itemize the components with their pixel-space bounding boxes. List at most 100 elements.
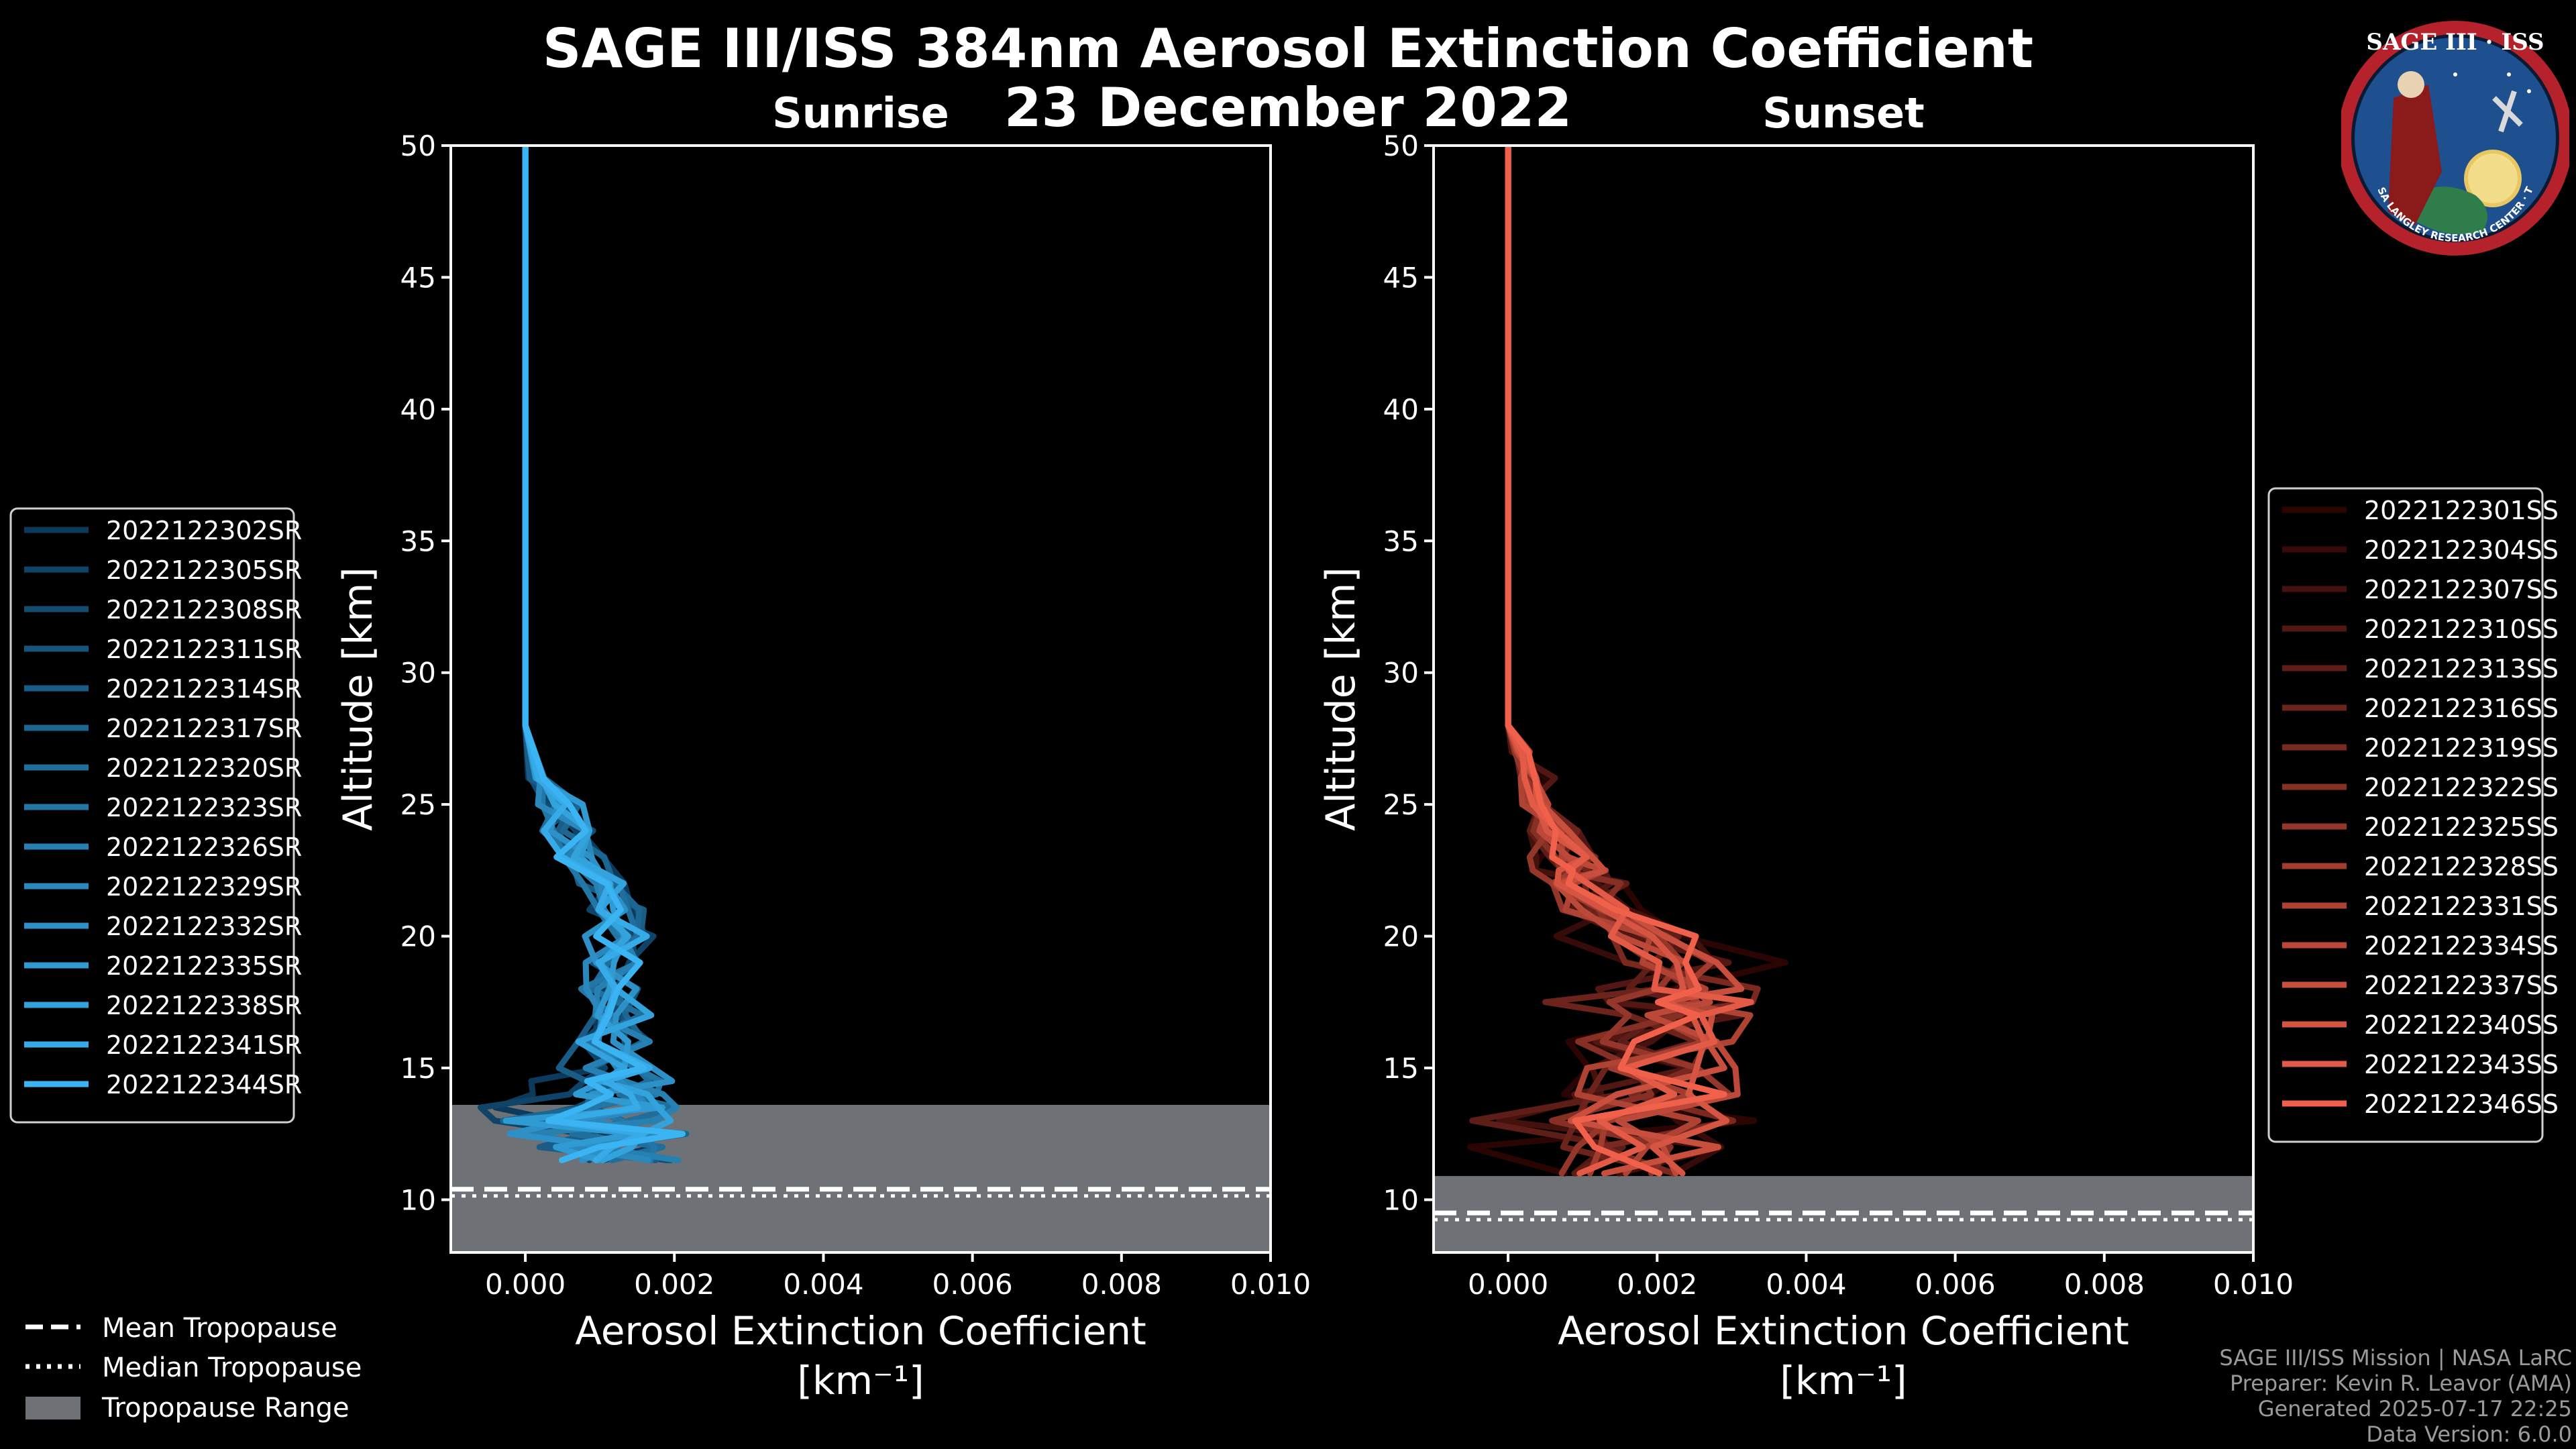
tropopause-legend: Mean Tropopause Median Tropopause Tropopau… xyxy=(25,1313,362,1424)
legend-item-label: 2022122331SS xyxy=(2364,892,2559,921)
tropopause-range-swatch xyxy=(25,1397,80,1419)
legend-item-label: 2022122305SR xyxy=(106,555,302,585)
credit-generated: Generated 2025-07-17 22:25 xyxy=(2257,1396,2572,1421)
legend-box xyxy=(2267,487,2544,1143)
credit-mission: SAGE III/ISS Mission | NASA LaRC xyxy=(2219,1345,2572,1371)
legend-item-label: 2022122301SS xyxy=(2364,496,2559,525)
series-line-2022122304SS xyxy=(1505,146,1734,1177)
median-tropopause-label: Median Tropopause xyxy=(102,1352,362,1383)
y-tick-label: 15 xyxy=(400,1052,436,1085)
legend-item-label: 2022122307SS xyxy=(2364,575,2559,604)
sun-icon xyxy=(2464,150,2522,207)
y-tick-label: 50 xyxy=(1383,129,1419,162)
plot-frame xyxy=(449,144,1272,1254)
legend-sunset: 2022122301SS 2022122304SS 2022122307SS 2022… xyxy=(2267,487,2559,1143)
date-subtitle: 23 December 2022 xyxy=(1004,76,1572,139)
mean-tropopause-label: Mean Tropopause xyxy=(102,1313,337,1344)
wizard-icon xyxy=(2388,85,2442,225)
credit-preparer: Preparer: Kevin R. Leavor (AMA) xyxy=(2229,1371,2572,1396)
logo-name-text: SAGE III · ISS xyxy=(2366,29,2544,56)
y-tick-label: 10 xyxy=(400,1183,436,1216)
x-axis-unit-label: [km⁻¹] xyxy=(1780,1358,1907,1403)
y-tick-label: 45 xyxy=(1383,261,1419,294)
legend-item-label: 2022122302SR xyxy=(106,516,302,545)
credit-version: Data Version: 6.0.0 xyxy=(2366,1421,2572,1447)
panel-title: Sunset xyxy=(1762,89,1925,138)
sage-iii-iss-mission-logo: SAGE III · ISS BALL · NASA LANGLEY RESEA… xyxy=(2341,11,2569,256)
series-line-2022122314SR xyxy=(522,146,659,1163)
y-tick-label: 20 xyxy=(400,920,436,953)
y-tick-label: 15 xyxy=(1383,1052,1419,1085)
legend-item-label: 2022122326SR xyxy=(106,833,302,862)
y-tick-label: 25 xyxy=(400,788,436,821)
y-tick-label: 45 xyxy=(400,261,436,294)
x-axis-label: Aerosol Extinction Coefficient xyxy=(1558,1308,2129,1354)
y-tick-label: 35 xyxy=(400,525,436,557)
x-tick-label: 0.006 xyxy=(932,1268,1013,1301)
legend-item-label: 2022122328SS xyxy=(2364,852,2559,881)
y-axis-label: Altitude [km] xyxy=(335,567,382,831)
legend-item-label: 2022122337SS xyxy=(2364,971,2559,1000)
legend-item-label: 2022122314SR xyxy=(106,674,302,704)
y-tick-label: 25 xyxy=(1383,788,1419,821)
x-tick-label: 0.002 xyxy=(1617,1268,1697,1301)
x-tick-label: 0.010 xyxy=(1230,1268,1311,1301)
legend-item-label: 2022122313SS xyxy=(2364,654,2559,684)
legend-item-label: 2022122343SS xyxy=(2364,1050,2559,1079)
legend-item-label: 2022122323SR xyxy=(106,793,302,822)
series-line-2022122346SS xyxy=(1505,146,1727,1177)
legend-item-label: 2022122325SS xyxy=(2364,812,2559,842)
y-tick-label: 20 xyxy=(1383,920,1419,953)
y-tick-label: 35 xyxy=(1383,525,1419,557)
x-tick-label: 0.008 xyxy=(1081,1268,1162,1301)
main-title: SAGE III/ISS 384nm Aerosol Extinction Co… xyxy=(542,17,2034,80)
panel-sunset: 10 15 20 25 30 35 40 45 50 0.000 0.002 0.004 0.006 0.… xyxy=(1318,89,2294,1403)
panel-sunrise: 10 15 20 25 30 35 40 45 50 0.000 0.002 0.004 0.006 0.… xyxy=(335,89,1311,1403)
credits-block: SAGE III/ISS Mission | NASA LaRC Prepare… xyxy=(2219,1345,2572,1447)
y-tick-label: 30 xyxy=(400,657,436,690)
legend-item-label: 2022122316SS xyxy=(2364,694,2559,723)
x-axis-unit-label: [km⁻¹] xyxy=(797,1358,924,1403)
legend-item-label: 2022122338SR xyxy=(106,991,302,1020)
legend-item-label: 2022122334SS xyxy=(2364,931,2559,961)
tropopause-range-label: Tropopause Range xyxy=(101,1393,350,1424)
legend-box xyxy=(9,507,295,1124)
x-tick-label: 0.000 xyxy=(1468,1268,1548,1301)
series-line-2022122332SR xyxy=(506,146,676,1163)
series-line-2022122322SS xyxy=(1505,146,1701,1177)
legend-item-label: 2022122332SR xyxy=(106,912,302,941)
x-tick-label: 0.000 xyxy=(485,1268,566,1301)
wizard-face-icon xyxy=(2398,71,2424,98)
y-tick-label: 30 xyxy=(1383,657,1419,690)
x-tick-label: 0.004 xyxy=(783,1268,863,1301)
plot-area xyxy=(1434,146,2253,1252)
y-tick-label: 50 xyxy=(400,129,436,162)
star-icon xyxy=(2507,72,2511,76)
x-tick-label: 0.004 xyxy=(1766,1268,1846,1301)
legend-item-label: 2022122304SS xyxy=(2364,535,2559,565)
x-axis-label: Aerosol Extinction Coefficient xyxy=(575,1308,1146,1354)
legend-item-label: 2022122329SR xyxy=(106,872,302,902)
x-tick-label: 0.002 xyxy=(634,1268,714,1301)
y-axis-label: Altitude [km] xyxy=(1318,567,1364,831)
y-tick-label: 10 xyxy=(1383,1183,1419,1216)
legend-item-label: 2022122319SS xyxy=(2364,733,2559,763)
legend-sunrise: 2022122302SR 2022122305SR 2022122308SR 2022… xyxy=(9,507,302,1124)
plot-area xyxy=(451,146,1271,1252)
legend-item-label: 2022122346SS xyxy=(2364,1089,2559,1119)
legend-item-label: 2022122340SS xyxy=(2364,1010,2559,1040)
legend-item-label: 2022122344SR xyxy=(106,1070,302,1099)
plot-frame xyxy=(1432,144,2255,1254)
y-tick-label: 40 xyxy=(400,393,436,426)
legend-item-label: 2022122341SR xyxy=(106,1030,302,1060)
legend-item-label: 2022122320SR xyxy=(106,753,302,783)
x-tick-label: 0.010 xyxy=(2213,1268,2294,1301)
legend-item-label: 2022122310SS xyxy=(2364,614,2559,644)
y-tick-label: 40 xyxy=(1383,393,1419,426)
panel-title: Sunrise xyxy=(772,89,949,138)
x-tick-label: 0.008 xyxy=(2064,1268,2145,1301)
legend-item-label: 2022122335SR xyxy=(106,951,302,981)
x-tick-label: 0.006 xyxy=(1915,1268,1996,1301)
legend-item-label: 2022122308SR xyxy=(106,595,302,625)
